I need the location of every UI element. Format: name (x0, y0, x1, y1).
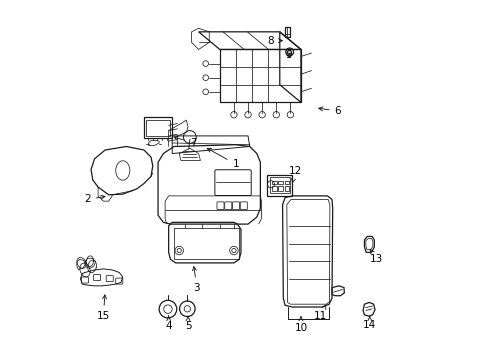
Bar (278, 181, 283, 184)
Text: 12: 12 (288, 166, 302, 183)
Text: 1: 1 (207, 148, 239, 169)
Text: 2: 2 (84, 194, 105, 204)
Text: 9: 9 (285, 50, 291, 60)
Bar (284, 186, 289, 190)
Bar (278, 186, 283, 190)
Text: 13: 13 (369, 249, 383, 264)
Text: 14: 14 (363, 316, 376, 330)
Text: 4: 4 (165, 316, 172, 332)
Text: 10: 10 (294, 317, 307, 333)
Text: 11: 11 (313, 305, 326, 321)
Text: 7: 7 (174, 136, 196, 148)
Text: 5: 5 (184, 316, 191, 332)
Bar (271, 181, 276, 184)
Text: 3: 3 (192, 267, 200, 293)
Text: 6: 6 (318, 106, 341, 116)
Bar (271, 186, 276, 190)
Bar (284, 181, 289, 184)
Text: 15: 15 (97, 295, 110, 321)
Text: 8: 8 (267, 36, 282, 46)
